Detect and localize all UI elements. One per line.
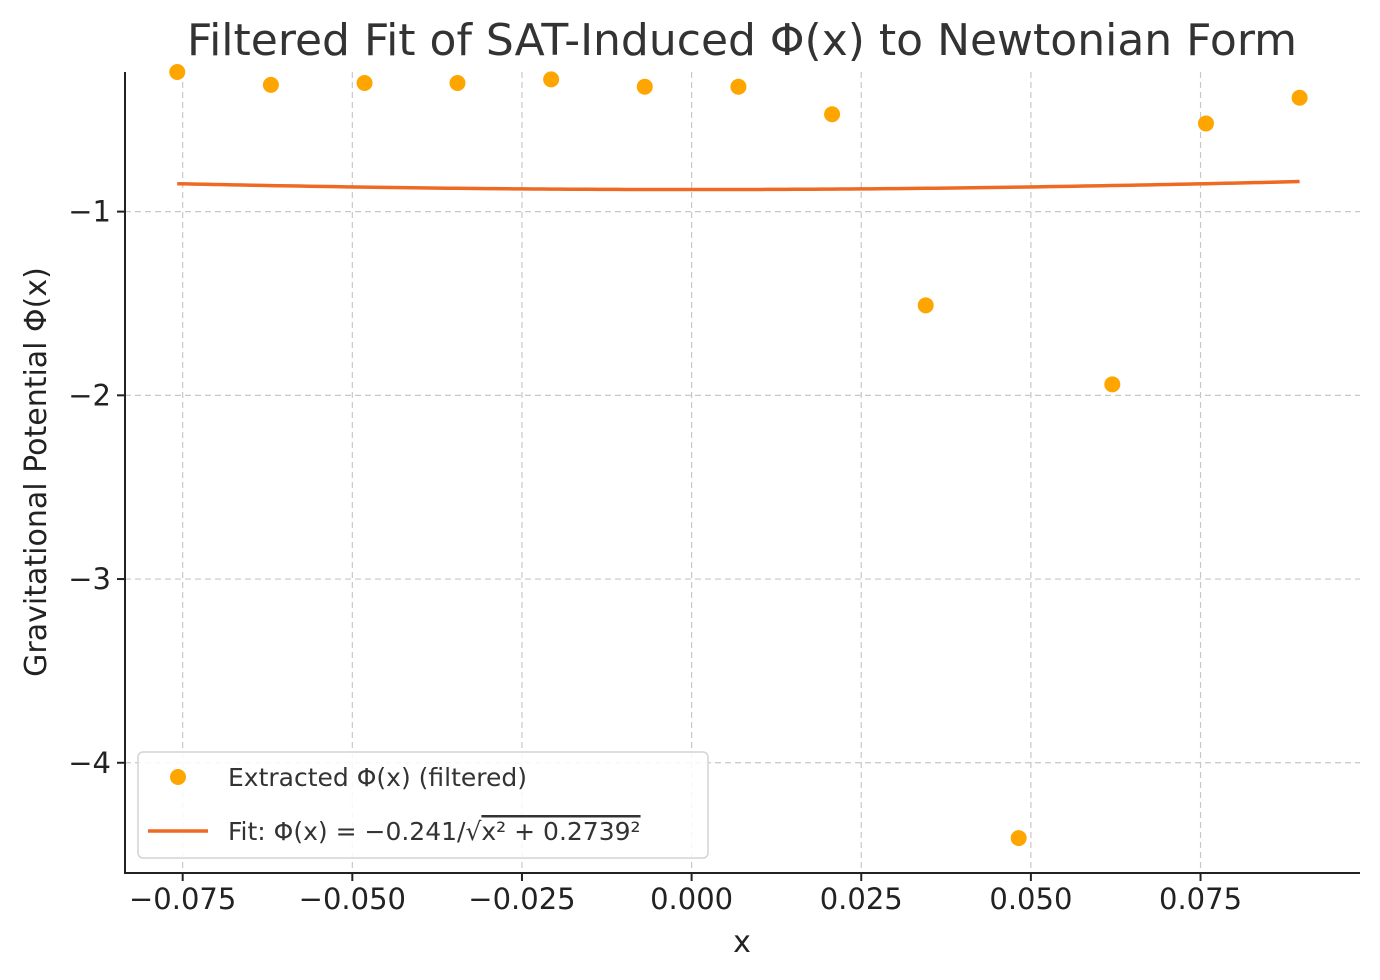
legend-fit-radical-sign: √ <box>465 817 481 846</box>
data-point <box>262 76 279 93</box>
legend: Extracted Φ(x) (filtered) Fit: Φ(x) = −0… <box>137 751 709 859</box>
y-axis-ticks: −1 −2 −3 −4 <box>68 195 125 780</box>
x-tick-label: 0.000 <box>650 882 733 916</box>
data-point <box>543 71 560 88</box>
data-point <box>449 75 466 92</box>
y-tick-label: −3 <box>68 562 111 596</box>
legend-frame <box>137 751 709 859</box>
data-point <box>169 64 186 80</box>
legend-fit-radicand: x² + 0.2739² <box>481 817 640 846</box>
data-point <box>1197 115 1214 132</box>
data-point <box>636 78 653 95</box>
data-point <box>1010 830 1027 847</box>
x-tick-label: 0.050 <box>989 882 1072 916</box>
data-point <box>1104 376 1121 393</box>
y-tick-label: −1 <box>68 195 111 229</box>
data-point <box>730 78 747 95</box>
y-tick-label: −4 <box>68 746 111 780</box>
x-tick-label: 0.075 <box>1159 882 1242 916</box>
y-axis-label: Gravitational Potential Φ(x) <box>19 267 54 677</box>
data-point <box>1291 89 1308 106</box>
scatter-points-layer <box>169 64 1308 847</box>
chart-title: Filtered Fit of SAT-Induced Φ(x) to Newt… <box>187 15 1297 66</box>
data-point <box>917 297 934 314</box>
legend-fit-prefix: Fit: Φ(x) = −0.241/ <box>228 817 466 846</box>
x-tick-label: −0.075 <box>129 882 236 916</box>
fit-line-layer <box>177 179 1300 192</box>
x-tick-label: 0.025 <box>820 882 903 916</box>
x-tick-label: −0.025 <box>468 882 575 916</box>
legend-label-scatter: Extracted Φ(x) (filtered) <box>228 763 527 792</box>
data-point <box>824 106 841 123</box>
x-axis-ticks: −0.075 −0.050 −0.025 0.000 0.025 0.050 0.075 <box>129 873 1242 916</box>
legend-label-fit: Fit: Φ(x) = −0.241/√x² + 0.2739² <box>228 817 641 846</box>
x-tick-label: −0.050 <box>299 882 406 916</box>
legend-marker-scatter <box>170 769 186 785</box>
y-tick-label: −2 <box>68 378 111 412</box>
x-axis-label: x <box>733 925 751 960</box>
fit-curve <box>177 179 1300 192</box>
data-point <box>356 75 373 92</box>
